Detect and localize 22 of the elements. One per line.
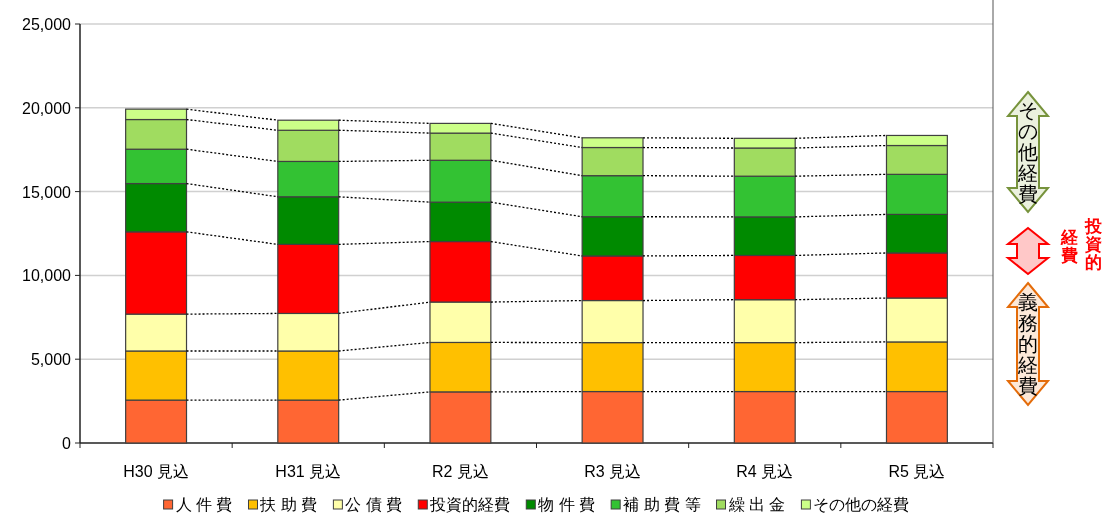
legend-label: その他の経費 <box>813 496 910 513</box>
text: その他経費 <box>1017 98 1038 205</box>
x-tick-label: H31 見込 <box>275 463 342 480</box>
y-tick-label: 25,000 <box>22 16 72 33</box>
text: 義務的経費 <box>1017 290 1038 397</box>
legend-label: 繰 出 金 <box>727 496 786 513</box>
x-tick-label: R5 見込 <box>888 463 946 480</box>
legend-label: 扶 助 費 <box>259 496 318 513</box>
y-tick-label: 0 <box>62 435 72 452</box>
legend-label: 補 助 費 等 <box>623 496 701 513</box>
x-tick-label: H30 見込 <box>123 463 189 480</box>
legend-label: 公 債 費 <box>345 496 403 513</box>
y-tick-label: 10,000 <box>22 267 72 285</box>
x-tick-label: R3 見込 <box>584 463 642 480</box>
legend-label: 人 件 費 <box>175 496 233 513</box>
y-tick-label: 15,000 <box>22 183 72 201</box>
x-tick-label: R4 見込 <box>736 463 794 480</box>
y-tick-label: 5,000 <box>30 351 72 369</box>
y-tick-label: 20,000 <box>22 99 72 117</box>
x-tick-label: R2 見込 <box>431 463 489 480</box>
legend-label: 投資的経費 <box>429 496 511 513</box>
legend-label: 物 件 費 <box>538 496 596 513</box>
